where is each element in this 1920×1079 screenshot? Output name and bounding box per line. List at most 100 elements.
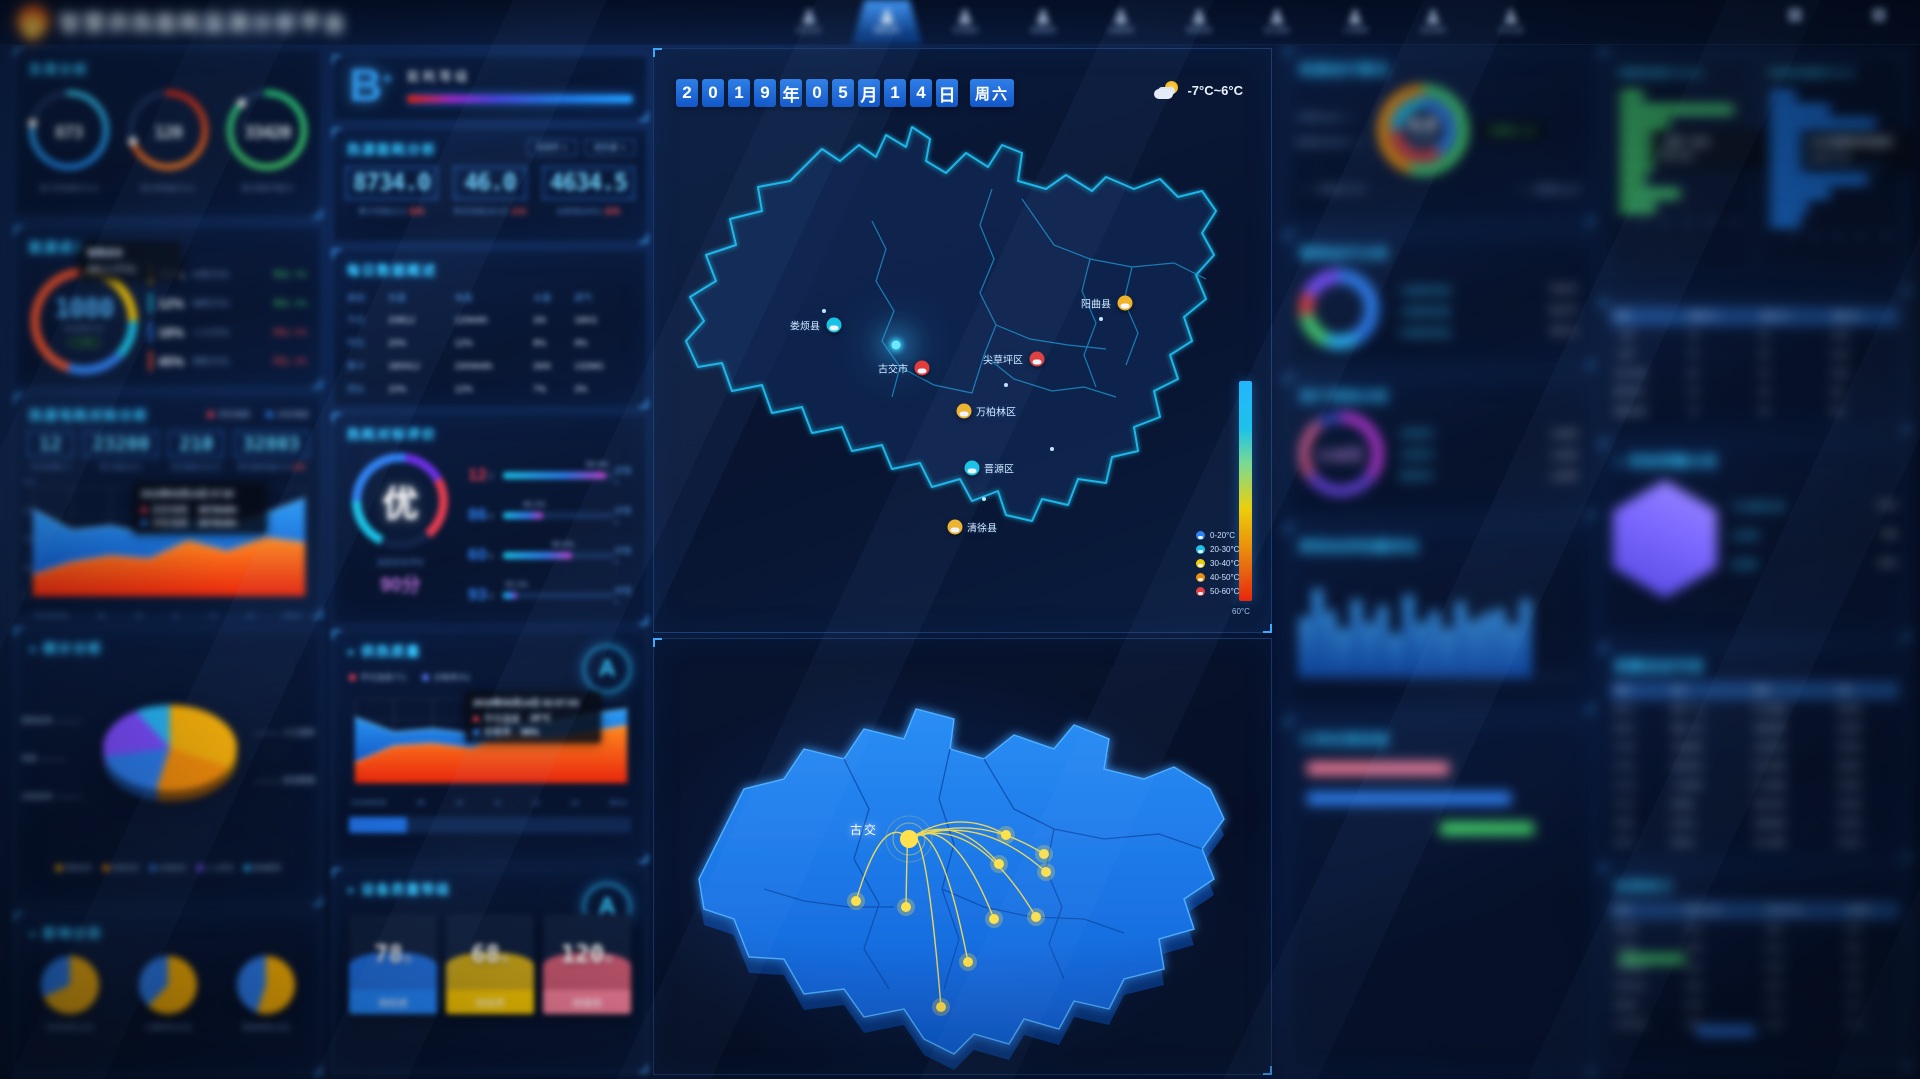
nav-label: 能耗分析	[874, 26, 900, 34]
stat-box: 8734.0 累计热耗(GJ) 超耗	[345, 166, 439, 217]
donut-chart	[1299, 269, 1379, 349]
bar	[1378, 605, 1387, 677]
table-row: 尖草坪区 2480 2160 87%	[1614, 1020, 1863, 1029]
kv-row: 在网用户 2.60万	[1400, 428, 1578, 439]
ring-caption: 累计用热户数(户)	[241, 184, 294, 193]
chart-zoom-slider[interactable]	[349, 817, 631, 833]
colorbar-max-label: 60°C	[1232, 607, 1250, 616]
top-nav: 智慧供热能耗监测分析平台 首页总览 能耗分析 负荷预测 收费管理 设备管理 报警管理 统计报…	[0, 0, 1920, 45]
gantt-bar	[1306, 792, 1511, 805]
message-icon[interactable]	[1788, 8, 1802, 22]
nav-item[interactable]: 报警管理	[1160, 0, 1238, 44]
district-marker[interactable]	[947, 519, 963, 535]
district-marker[interactable]	[956, 403, 972, 419]
bar	[1469, 619, 1478, 677]
person-icon	[958, 9, 972, 23]
cost-legend-row: 45% 煤费(万元) 同比↓ 3%	[149, 351, 313, 371]
nav-item[interactable]: 设备管理	[1082, 0, 1160, 44]
person-icon	[1270, 9, 1284, 23]
bar	[1391, 633, 1400, 677]
detail-link[interactable]: 详情 >	[613, 465, 632, 487]
bar	[1770, 119, 1876, 128]
bar	[1339, 627, 1348, 677]
temperature-range: -7°C~6°C	[1187, 82, 1243, 98]
heat-stats: 8734.0 累计热耗(GJ) 超耗 46.0 单位热耗(W/㎡) 达标 4634.…	[333, 158, 647, 217]
eval-percent: 32.1%	[505, 579, 528, 589]
district-marker[interactable]	[1029, 351, 1045, 367]
grade-ring: 优	[352, 453, 449, 549]
district-label: 古交市	[878, 364, 908, 376]
x-axis-labels: 2019/05/08 09 10 11 12 13 05/14	[351, 800, 627, 807]
nav-item[interactable]: 系统设置	[1472, 0, 1550, 44]
bar	[1620, 203, 1656, 212]
nav-item[interactable]: 统计报表	[1238, 0, 1316, 44]
toggle-button[interactable]: 按热量 ∨	[584, 139, 635, 156]
panel-title: 热源运行概况	[1300, 62, 1391, 77]
ring-row: 873 累计供热面积(万㎡) 120 累计供热量(万GJ) 33420 累计用热…	[15, 78, 321, 194]
table-row: 06:40 清徐站 失水报警 已处理	[1614, 838, 1861, 847]
eval-percent: 58.4%	[585, 459, 609, 469]
eval-rows: 12个 58.4% 详情 > 86个 46.1% 详情 > 60个 58.4% …	[464, 453, 637, 615]
gauge-pill: 热单耗 0.35	[1478, 120, 1546, 140]
detail-link[interactable]: 详情 >	[613, 505, 632, 527]
nav-label: 报警管理	[1186, 26, 1212, 34]
eval-row: 86个 46.1% 详情 >	[464, 495, 637, 535]
stat-box: 32803 累计超耗电量(kWh)超耗	[233, 430, 309, 472]
district-marker[interactable]	[964, 460, 980, 476]
eval-row: 93个 32.1% 详情 >	[464, 575, 637, 615]
table-row: 07:12 晋源站 通讯中断 已处理	[1614, 800, 1861, 809]
city-glow-dot[interactable]	[891, 340, 901, 350]
panel-energy-cost: 能源成本 煤费成本 486.2 (万元) 1080 综合成本(万元) +2.6% …	[14, 226, 322, 388]
device-card: 78台 待检修	[349, 914, 437, 1014]
bar	[1404, 594, 1413, 677]
x-axis-ticks: 0 20 40 60 80 100	[1620, 220, 1740, 226]
nav-item[interactable]: 能耗分析	[848, 0, 926, 44]
stat-box: 4634.5 总耗电(kWh) 超耗	[541, 166, 635, 217]
weather-widget: -7°C~6°C	[1154, 81, 1243, 99]
user-icon[interactable]	[1872, 8, 1886, 22]
pie-callout: 水耗成本	[21, 792, 82, 801]
chart-tooltip: 煤费成本 486.2 (万元)	[79, 241, 181, 280]
district-marker[interactable]	[1117, 295, 1133, 311]
temperature-colorbar	[1239, 381, 1252, 601]
table-row: 同比 10% 12% 7% 3%	[347, 383, 588, 395]
eval-percent: 58.4%	[551, 539, 575, 549]
user-donut: 3.26万	[1296, 409, 1386, 499]
district-marker[interactable]	[826, 317, 842, 333]
hbar-panel: 热源供热面积(万㎡) 2019采暖季供热面积 3260 万㎡ 0 20 40 60 80 1…	[1759, 57, 1916, 271]
panel-title: » 影响分析	[29, 926, 104, 941]
ring-value: 873	[54, 122, 84, 143]
toggle-button[interactable]: 按面积 ∨	[526, 139, 577, 156]
nav-item[interactable]: 工单管理	[1316, 0, 1394, 44]
kv-row: 一级管网供温 78.4℃	[1396, 284, 1578, 296]
district-label: 尖草坪区	[983, 355, 1023, 367]
nav-item[interactable]: 巡检管理	[1394, 0, 1472, 44]
bar	[1326, 611, 1335, 677]
detail-link[interactable]: 详情 >	[613, 545, 632, 567]
pie-callout: 人工成本	[254, 728, 315, 737]
table-row: 累计 1800GJ 2300kWh 260t 132MG	[347, 360, 604, 372]
table-row: 07:58 万柏林站 水泵故障 已处理	[1614, 743, 1861, 752]
nav-label: 统计报表	[1264, 26, 1290, 34]
panel-title: » 统计分析	[29, 641, 104, 656]
detail-link[interactable]: 详情 >	[613, 585, 632, 607]
district-marker[interactable]	[914, 360, 930, 376]
gauge-side-label: 水单耗 kg/㎡ ——	[1296, 113, 1360, 122]
slider-handle[interactable]	[349, 817, 407, 833]
bar-chart	[1286, 555, 1594, 677]
nav-item[interactable]: 首页总览	[770, 0, 848, 44]
data-table: 时间 站点 类型 状态 08:12 迎泽一站 压力越限 未处理 08:05 桃园二站 温度越限 已处…	[1611, 681, 1899, 852]
hexagon-graphic	[1613, 480, 1717, 598]
district-label: 娄烦县	[790, 321, 820, 333]
view-toggle-buttons: 按面积 ∨ 按热量 ∨	[526, 139, 635, 156]
panel-title: 管网运行分析	[1300, 246, 1391, 261]
flow-3d-map[interactable]	[654, 639, 1273, 1076]
user-total: 3.26万	[1318, 446, 1364, 464]
nav-item[interactable]: 负荷预测	[926, 0, 1004, 44]
chart-tooltip: 一电厂 2019 320 MW	[1652, 130, 1766, 167]
center-maps: 2 0 1 9 年 0 5 月 1 4 日周六 -7°C~6°C	[653, 48, 1272, 1075]
nav-item[interactable]: 收费管理	[1004, 0, 1082, 44]
district-map[interactable]	[654, 49, 1273, 634]
panel-heat-energy: 热源能耗分析 按面积 ∨ 按热量 ∨ 8734.0 累计热耗(GJ) 超耗 46.0…	[332, 128, 648, 243]
bar	[1482, 613, 1491, 677]
